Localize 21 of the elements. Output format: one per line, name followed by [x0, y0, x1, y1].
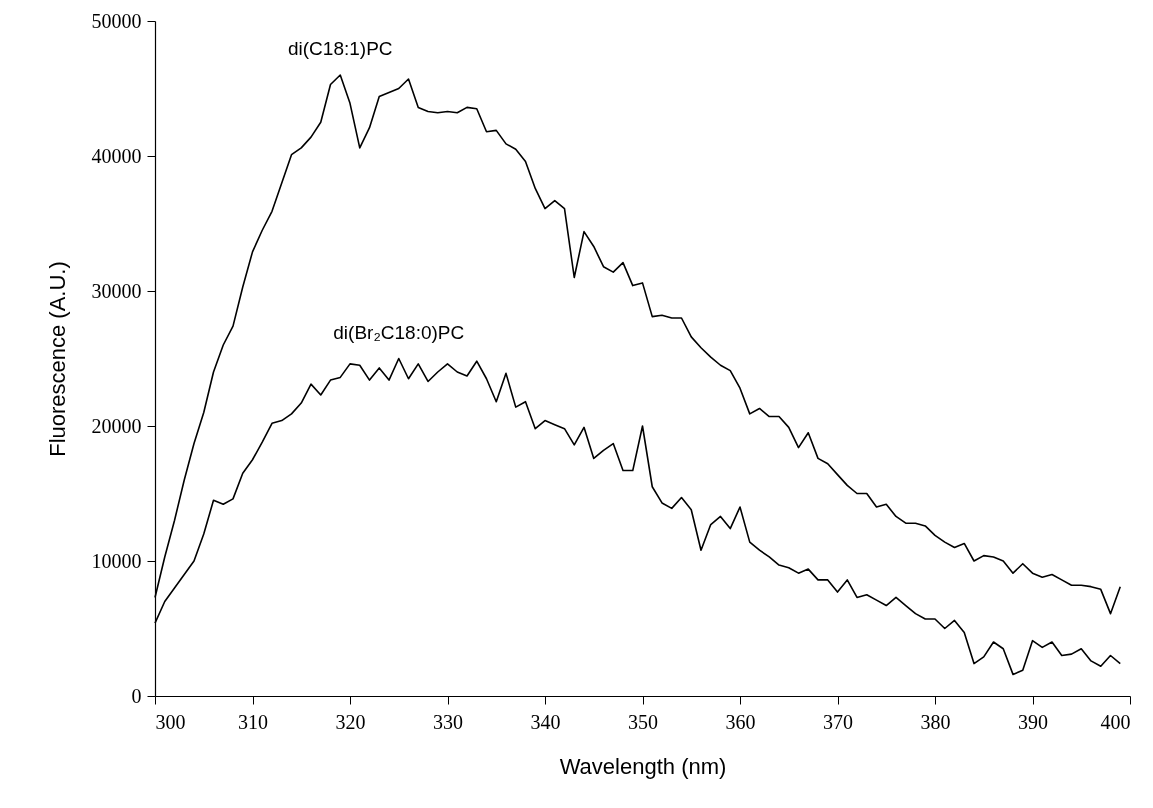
series-label: di(Br₂C18:0)PC — [333, 321, 465, 343]
x-tick-label: 300 — [155, 710, 186, 733]
y-axis-title: Fluorescence (A.U.) — [44, 261, 70, 457]
series-label: di(C18:1)PC — [287, 38, 393, 59]
x-tick-label: 330 — [433, 710, 463, 733]
y-tick-label: 40000 — [91, 144, 142, 167]
y-tick-label: 20000 — [91, 414, 142, 437]
y-tick-label: 50000 — [91, 9, 142, 32]
x-tick-label: 350 — [628, 710, 658, 733]
x-tick-label: 340 — [530, 710, 561, 733]
y-tick-label: 10000 — [91, 549, 142, 572]
y-tick-label: 0 — [131, 684, 142, 707]
x-tick-label: 390 — [1018, 710, 1048, 733]
x-tick-label: 400 — [1100, 710, 1131, 733]
x-axis-title: Wavelength (nm) — [559, 753, 727, 779]
y-tick-label: 30000 — [91, 279, 142, 302]
x-tick-label: 370 — [823, 710, 853, 733]
x-tick-label: 320 — [335, 710, 366, 733]
x-tick-label: 310 — [238, 710, 268, 733]
x-tick-label: 360 — [725, 710, 756, 733]
x-tick-label: 380 — [920, 710, 951, 733]
